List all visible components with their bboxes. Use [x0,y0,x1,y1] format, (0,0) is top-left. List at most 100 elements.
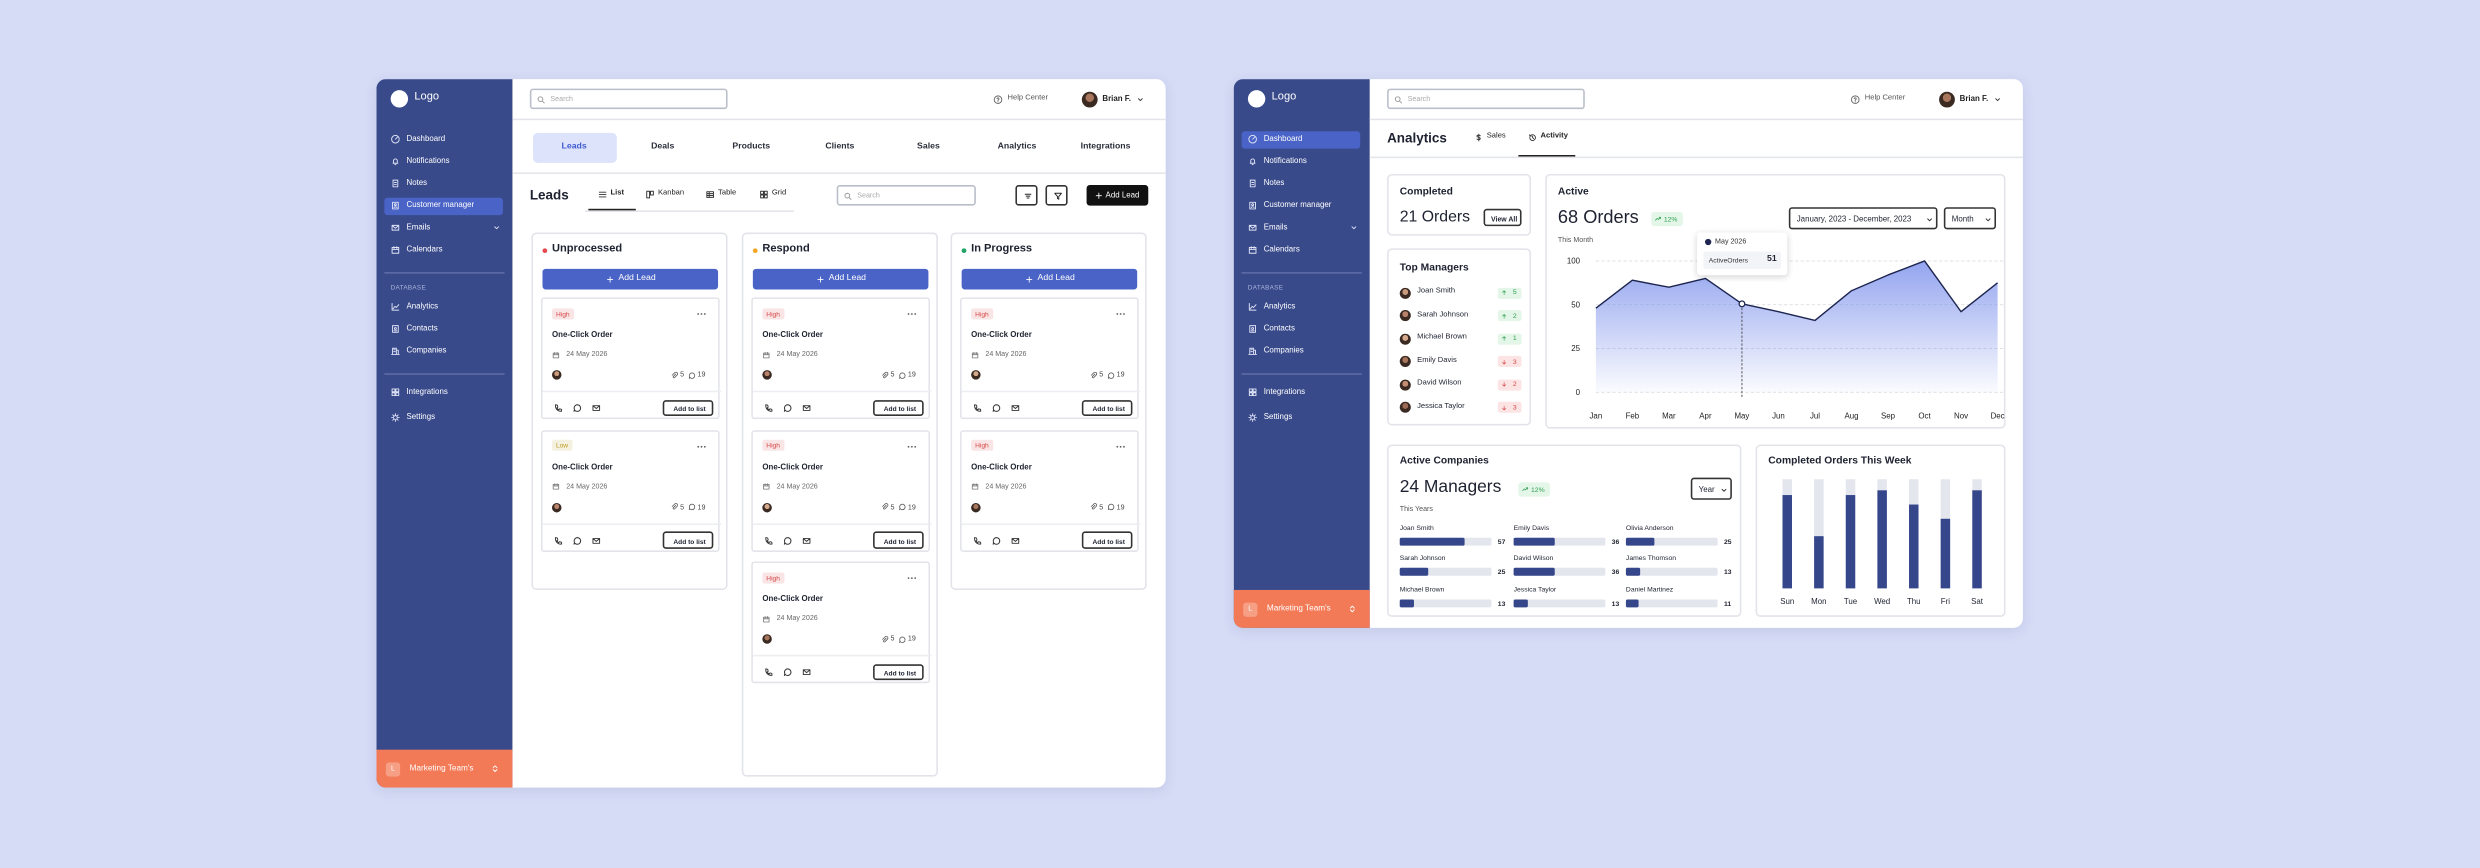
nav-item[interactable]: Analytics [406,302,439,312]
icon [492,765,498,772]
icon [802,537,811,543]
nav-item[interactable]: Settings [1263,412,1293,423]
header-tab[interactable]: Activity [1540,133,1568,141]
growth-badge: 12% [1518,482,1550,497]
nav-item[interactable]: Companies [1263,346,1304,356]
icon [592,405,601,411]
nav-item[interactable]: Notes [406,178,428,189]
nav-item[interactable]: Integrations [406,387,448,397]
sort-button[interactable] [1015,185,1038,206]
search-input[interactable]: Search [836,185,976,206]
card-title: Completed Orders This Week [1768,455,1912,467]
view-tab[interactable]: Grid [771,189,787,198]
tab[interactable]: Deals [651,142,675,153]
nav-item[interactable]: Customer manager [406,200,475,211]
tab-active-bg [532,132,617,163]
icon [646,190,654,199]
nav-item[interactable]: Notifications [406,156,450,167]
card-title: One-Click Order [971,330,1032,341]
view-tab[interactable]: Kanban [657,189,685,198]
line [1595,260,1999,322]
help-center[interactable]: Help Center [1007,95,1049,103]
header-tab[interactable]: Sales [1486,133,1506,141]
tooltip-dot [1704,238,1712,246]
search-input[interactable]: Search [1387,88,1585,110]
icon [1529,134,1536,141]
add-lead-button[interactable]: Add Lead [961,268,1138,290]
icon [537,96,545,104]
icon [907,577,917,579]
nav-item[interactable]: Dashboard [406,134,446,144]
add-lead-button[interactable]: Add Lead [542,268,719,290]
nav-item[interactable]: Integrations [1263,387,1306,397]
dropdown[interactable]: Year [1690,477,1732,500]
nav-item[interactable]: Customer manager [1263,200,1332,211]
nav-item[interactable]: Companies [406,346,447,356]
priority-tag: High [762,571,784,583]
avatar [1939,91,1955,108]
dropdown[interactable]: Month [1943,207,1997,230]
add-to-list-button[interactable]: Add to list [1081,531,1133,549]
priority-tag: High [762,307,784,319]
add-to-list-button[interactable]: Add to list [662,531,714,549]
avatar [1399,378,1411,390]
nav-item[interactable]: Emails [406,223,431,233]
view-tab[interactable]: List [610,189,625,198]
icon [391,303,400,311]
search-placeholder: Search [857,191,880,200]
tab[interactable]: Sales [917,142,940,153]
tab[interactable]: Analytics [997,142,1037,153]
change-value: 1 [1512,334,1517,343]
team-switcher[interactable]: L Marketing Team's [1233,589,1370,628]
nav-item[interactable]: Dashboard [1263,134,1303,144]
nav-item[interactable]: Contacts [1263,324,1295,334]
manager-name: Emily Davis [1417,356,1457,365]
user-name[interactable]: Brian F. [1102,94,1131,105]
help-center[interactable]: Help Center [1864,95,1906,103]
filter-button[interactable] [1045,185,1068,206]
add-to-list-button[interactable]: Add to list [662,399,714,416]
nav-item[interactable]: Notes [1263,178,1285,189]
tab[interactable]: Leads [561,142,587,153]
search-input[interactable]: Search [529,88,728,110]
user-name[interactable]: Brian F. [1959,94,1989,105]
nav-item[interactable]: Calendars [1263,245,1300,255]
nav-item[interactable]: Contacts [406,324,438,334]
add-to-list-button[interactable]: Add to list [873,531,924,549]
icon [1985,218,1991,222]
icon [552,351,560,358]
nav-active-bg [384,196,503,215]
view-all-button[interactable]: View All [1483,208,1522,227]
add-to-list-button[interactable]: Add to list [1081,399,1133,416]
nav-item[interactable]: Settings [406,412,436,423]
add-to-list-button[interactable]: Add to list [873,663,924,681]
icon [1248,388,1257,397]
add-lead-button[interactable]: Add Lead [752,268,929,290]
team-switcher[interactable]: L Marketing Team's [376,749,513,788]
nav-item[interactable]: Notifications [1263,156,1307,167]
progress-fill [1625,537,1655,545]
main: Search Help Center Brian F. Analytics Sales A… [1369,79,2023,628]
dropdown[interactable]: January, 2023 - December, 2023 [1788,207,1938,230]
x-tick-label: Jul [1810,412,1820,421]
tab[interactable]: Integrations [1080,142,1131,153]
nav-item[interactable]: Analytics [1263,302,1296,312]
add-to-list-label: Add to list [673,405,706,414]
tab[interactable]: Clients [825,142,855,153]
nav-item[interactable]: Calendars [406,245,443,255]
icon [1107,371,1115,379]
column-title: Respond [762,243,810,255]
add-lead-button[interactable]: Add Lead [1086,185,1149,206]
tab[interactable]: Products [732,142,771,153]
attachment-count: 5 [680,370,685,379]
view-tab[interactable]: Table [718,189,737,198]
progress-track [1513,537,1606,545]
nav-item[interactable]: Emails [1263,223,1288,233]
add-to-list-button[interactable]: Add to list [873,399,924,416]
card-title: One-Click Order [971,462,1032,473]
avatar [551,370,562,380]
x-tick-label: Feb [1626,412,1640,421]
progress-fill [1513,599,1529,607]
divider [542,522,722,524]
view-all-label: View All [1491,214,1518,223]
